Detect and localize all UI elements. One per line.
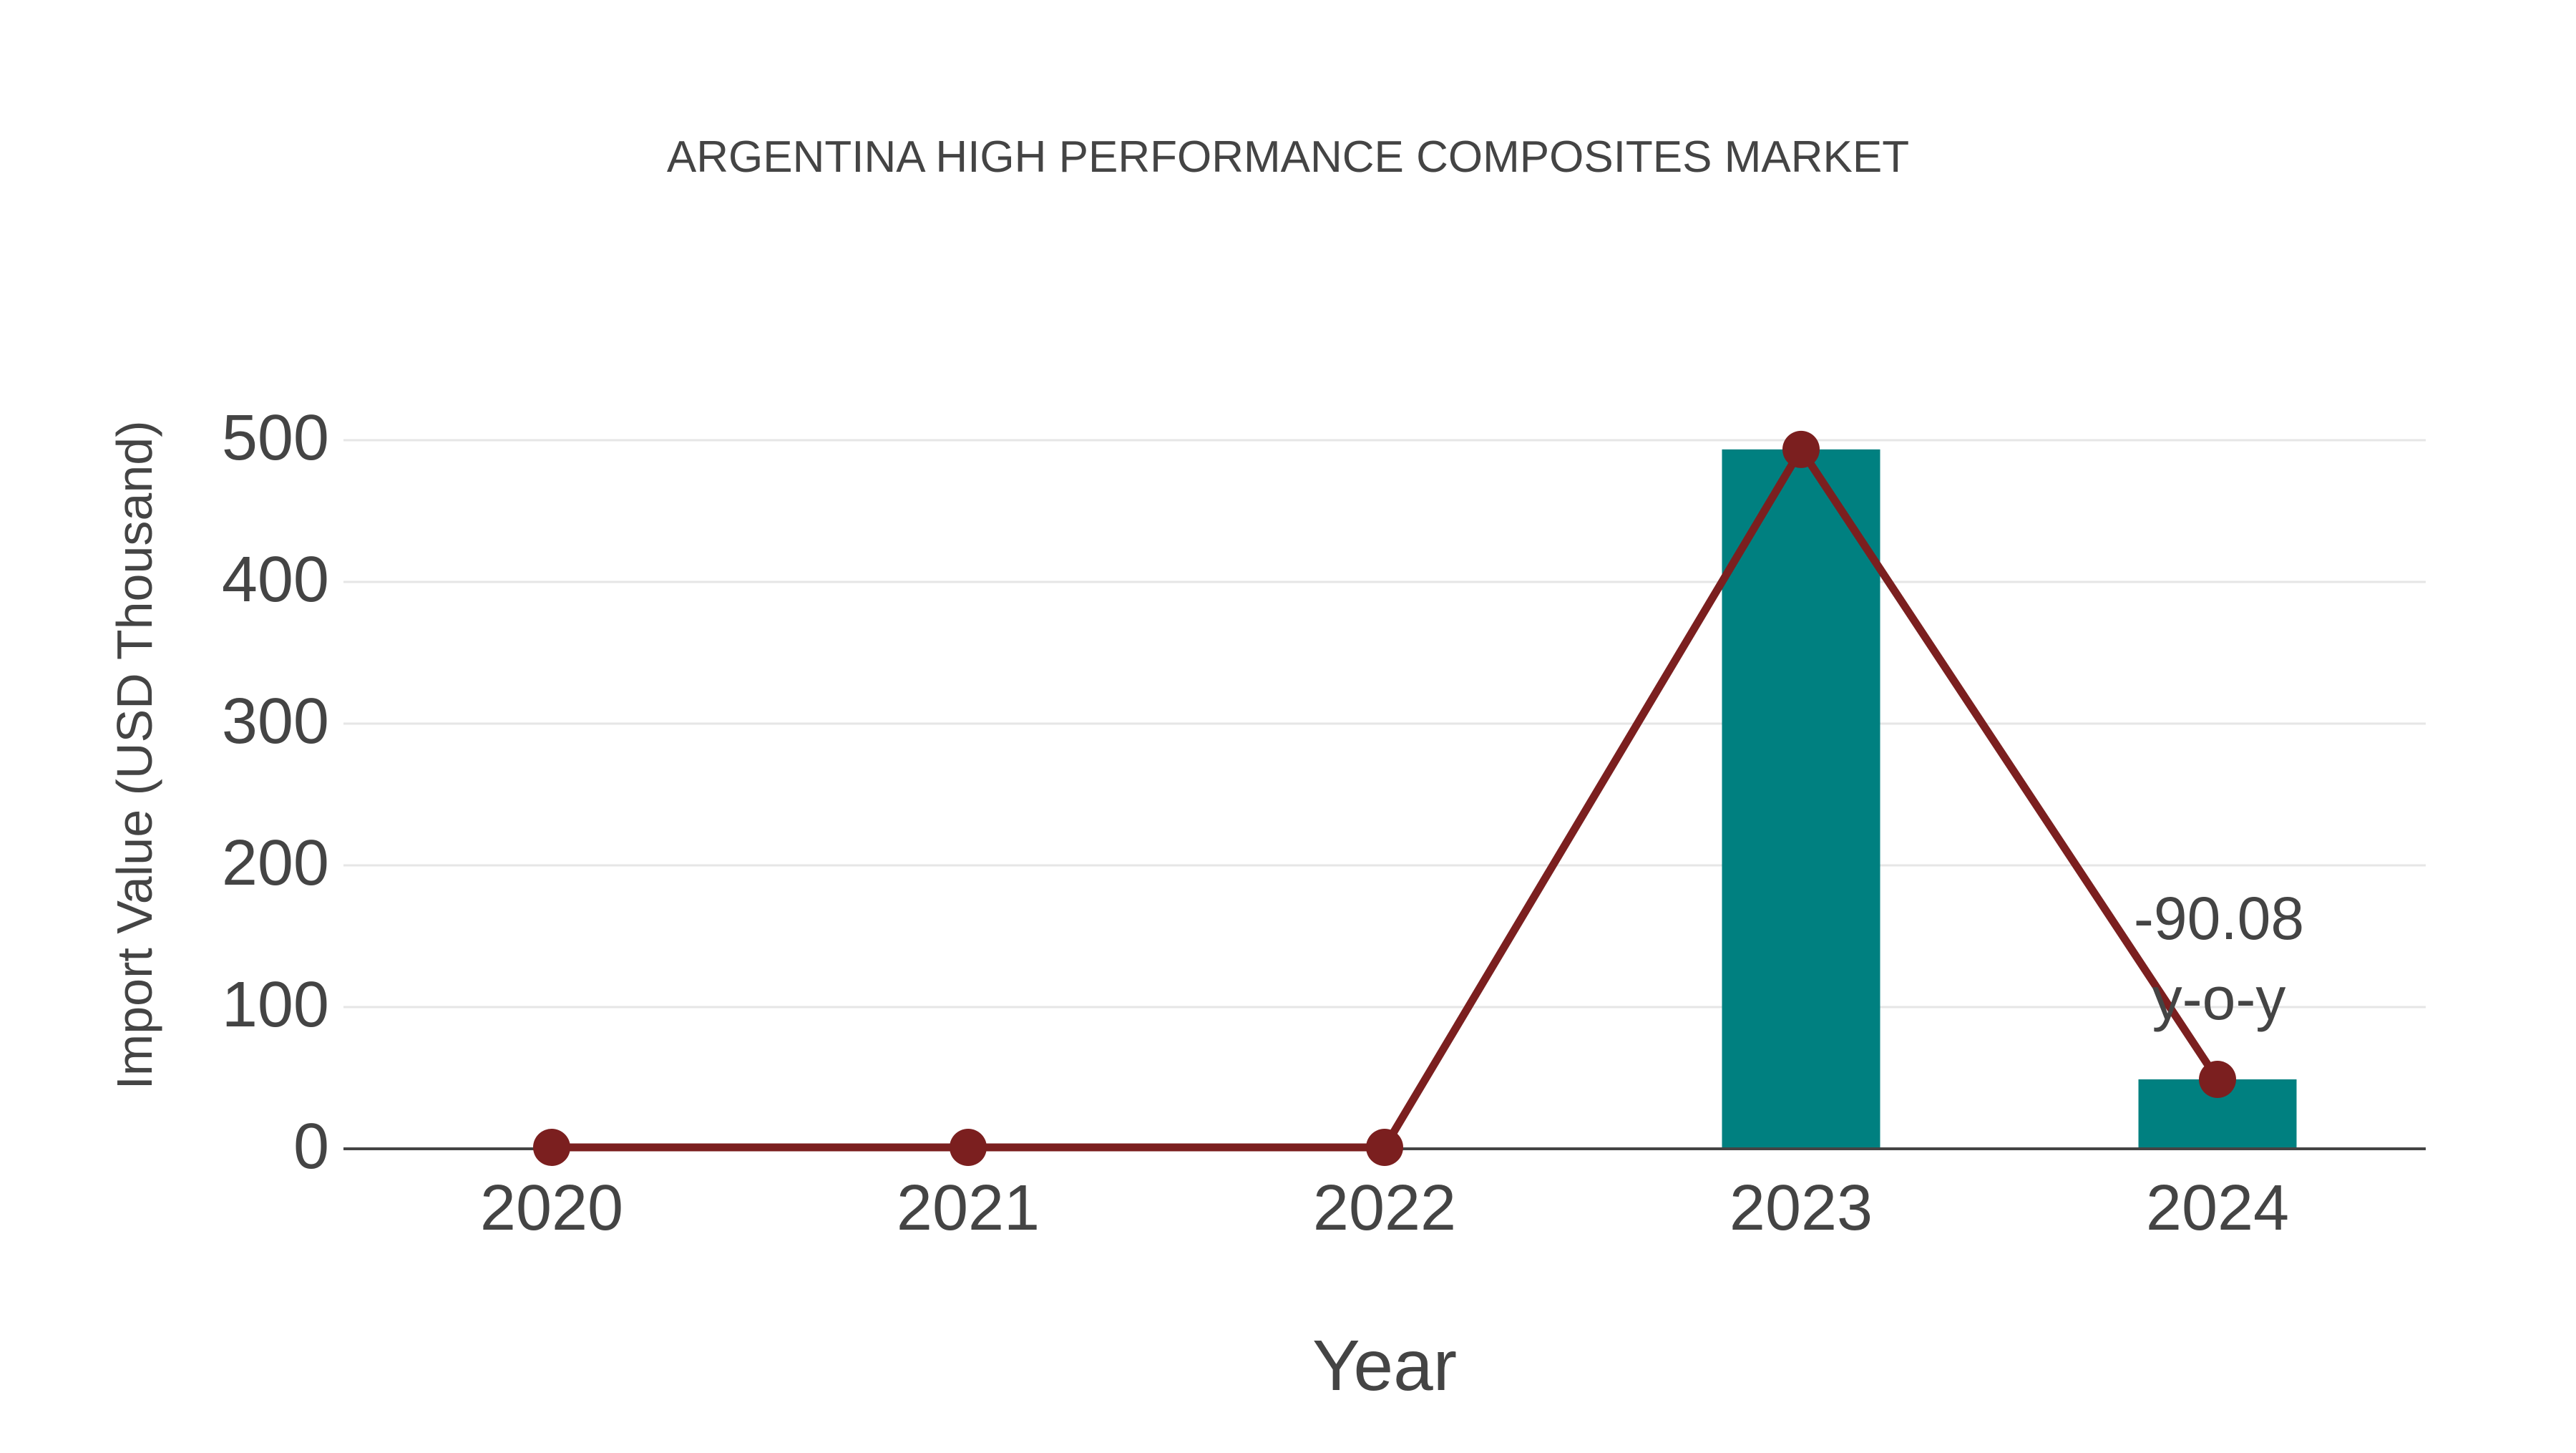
data-point-2022 (1366, 1129, 1403, 1166)
x-tick-label: 2022 (1313, 1172, 1456, 1244)
yoy-annotation-line: y-o-y (2152, 965, 2286, 1032)
data-point-2021 (950, 1129, 987, 1166)
chart-title: ARGENTINA HIGH PERFORMANCE COMPOSITES MA… (667, 132, 1909, 182)
annotations: -90.08 y-o-y (2134, 885, 2304, 1032)
x-tick-label: 2021 (897, 1172, 1040, 1244)
x-tick-label: 2023 (1729, 1172, 1873, 1244)
y-tick-label: 0 (293, 1111, 329, 1182)
y-tick-label: 500 (222, 402, 329, 474)
data-point-2024 (2199, 1060, 2236, 1098)
x-tick-label: 2024 (2146, 1172, 2289, 1244)
trend-line (533, 430, 2236, 1166)
y-axis-ticks: 0 100 200 300 400 500 (222, 402, 329, 1182)
bar-2023 (1722, 449, 1880, 1149)
data-point-2023 (1782, 430, 1820, 468)
x-axis-ticks: 2020 2021 2022 2023 2024 (480, 1172, 2289, 1244)
data-point-2020 (533, 1129, 570, 1166)
y-tick-label: 200 (222, 827, 329, 899)
y-tick-label: 400 (222, 544, 329, 616)
y-tick-label: 300 (222, 686, 329, 757)
bars (1722, 449, 2297, 1149)
y-tick-label: 100 (222, 969, 329, 1041)
trend-polyline (552, 445, 2221, 1152)
y-axis-title: Import Value (USD Thousand) (107, 420, 162, 1089)
x-tick-label: 2020 (480, 1172, 623, 1244)
yoy-annotation-line: -90.08 (2134, 885, 2304, 952)
x-axis-title: Year (1312, 1326, 1457, 1406)
